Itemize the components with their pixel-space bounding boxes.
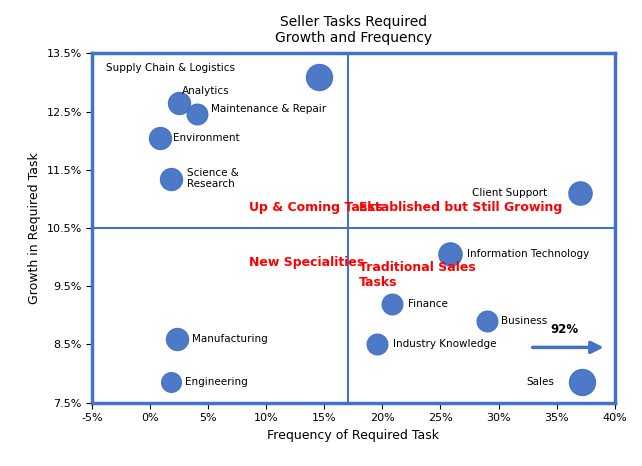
Point [313,73,324,80]
Text: Client Support: Client Support [472,188,547,198]
Text: New Specialities: New Specialities [249,256,364,269]
Point [154,134,164,142]
Text: Industry Knowledge: Industry Knowledge [393,339,496,350]
Text: Finance: Finance [408,299,448,308]
Point [482,317,492,325]
Text: Traditional Sales
Tasks: Traditional Sales Tasks [360,260,476,288]
Text: Maintenance & Repair: Maintenance & Repair [211,103,325,114]
Point [191,111,202,118]
Y-axis label: Growth in Required Task: Growth in Required Task [28,152,41,304]
Text: 92%: 92% [551,323,579,336]
X-axis label: Frequency of Required Task: Frequency of Required Task [268,429,439,442]
Point [172,335,182,343]
Point [575,189,585,197]
Text: Established but Still Growing: Established but Still Growing [360,201,562,214]
Text: Sales: Sales [526,377,554,387]
Point [386,300,397,308]
Text: Up & Coming Tasks: Up & Coming Tasks [249,201,383,214]
Text: Science &
Research: Science & Research [187,168,239,189]
Point [445,251,455,258]
Point [166,175,177,182]
Text: Engineering: Engineering [185,377,248,387]
Text: Information Technology: Information Technology [467,249,589,259]
Text: Supply Chain & Logistics: Supply Chain & Logistics [106,63,235,73]
Point [166,378,177,386]
Text: Environment: Environment [173,133,240,143]
Text: Manufacturing: Manufacturing [192,334,268,343]
Point [577,378,587,386]
Title: Seller Tasks Required
Growth and Frequency: Seller Tasks Required Growth and Frequen… [275,15,432,45]
Point [372,341,382,348]
Text: Business: Business [501,316,547,326]
Point [174,99,184,107]
Text: Analytics: Analytics [182,86,229,96]
